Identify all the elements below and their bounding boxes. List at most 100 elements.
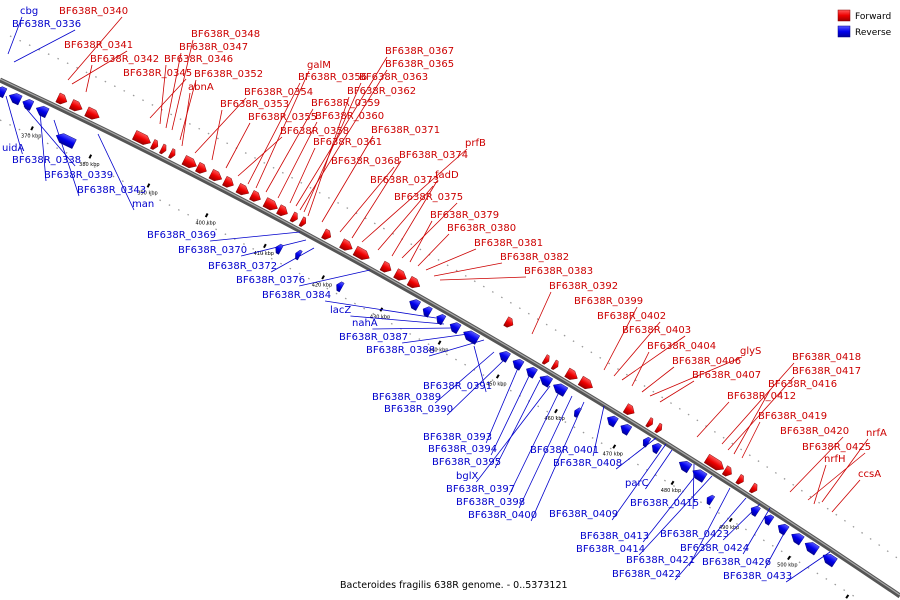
forward-gene-label-bf638r-0365[interactable]: BF638R_0365 — [385, 59, 454, 70]
forward-gene-15[interactable] — [276, 204, 290, 219]
reverse-gene-label-parc[interactable]: parC — [625, 478, 649, 489]
reverse-gene-1[interactable] — [0, 85, 8, 99]
forward-gene-label-bf638r-0342[interactable]: BF638R_0342 — [90, 54, 159, 65]
reverse-gene-9[interactable] — [407, 297, 422, 311]
forward-gene-24[interactable] — [503, 316, 516, 330]
forward-gene-label-bf638r-0403[interactable]: BF638R_0403 — [622, 325, 691, 336]
reverse-gene-label-bf638r-0393[interactable]: BF638R_0393 — [423, 432, 492, 443]
forward-gene-label-bf638r-0406[interactable]: BF638R_0406 — [672, 356, 741, 367]
reverse-gene-29[interactable] — [775, 521, 790, 536]
reverse-gene-10[interactable] — [421, 305, 433, 318]
reverse-gene-label-bf638r-0394[interactable]: BF638R_0394 — [428, 444, 497, 455]
forward-gene-5[interactable] — [150, 139, 160, 151]
reverse-gene-label-bf638r-0424[interactable]: BF638R_0424 — [680, 543, 749, 554]
reverse-gene-17[interactable] — [537, 373, 554, 388]
forward-gene-label-bf638r-0346[interactable]: BF638R_0346 — [164, 54, 233, 65]
reverse-gene-12[interactable] — [448, 320, 462, 334]
forward-gene-16[interactable] — [289, 211, 300, 224]
forward-gene-6[interactable] — [159, 143, 168, 155]
forward-gene-label-bf638r-0399[interactable]: BF638R_0399 — [574, 296, 643, 307]
forward-gene-label-bf638r-0392[interactable]: BF638R_0392 — [549, 281, 618, 292]
reverse-gene-label-bf638r-0426[interactable]: BF638R_0426 — [702, 557, 771, 568]
forward-gene-label-bf638r-0348[interactable]: BF638R_0348 — [191, 29, 260, 40]
reverse-gene-label-bf638r-0336[interactable]: BF638R_0336 — [12, 19, 81, 30]
forward-gene-23[interactable] — [406, 275, 422, 291]
forward-gene-label-bf638r-0358[interactable]: BF638R_0358 — [280, 126, 349, 137]
forward-gene-label-bf638r-0374[interactable]: BF638R_0374 — [399, 150, 468, 161]
forward-gene-label-bf638r-0418[interactable]: BF638R_0418 — [792, 352, 861, 363]
forward-gene-label-bf638r-0363[interactable]: BF638R_0363 — [359, 72, 428, 83]
forward-gene-27[interactable] — [564, 367, 580, 383]
forward-gene-label-bf638r-0407[interactable]: BF638R_0407 — [692, 370, 761, 381]
reverse-gene-26[interactable] — [704, 493, 716, 506]
forward-gene-label-fadd[interactable]: fadD — [435, 170, 459, 181]
reverse-gene-label-bf638r-0338[interactable]: BF638R_0338 — [12, 155, 81, 166]
forward-gene-label-bf638r-0360[interactable]: BF638R_0360 — [315, 111, 384, 122]
forward-gene-label-nrfa[interactable]: nrfA — [866, 428, 887, 439]
reverse-gene-25[interactable] — [690, 467, 708, 483]
reverse-gene-label-bf638r-0401[interactable]: BF638R_0401 — [530, 445, 599, 456]
forward-gene-label-bf638r-0425[interactable]: BF638R_0425 — [802, 442, 871, 453]
reverse-gene-label-uida[interactable]: uidA — [2, 143, 24, 154]
forward-gene-19[interactable] — [339, 238, 354, 254]
forward-gene-35[interactable] — [748, 482, 759, 495]
forward-gene-label-bf638r-0375[interactable]: BF638R_0375 — [394, 192, 463, 203]
forward-gene-label-bf638r-0382[interactable]: BF638R_0382 — [500, 252, 569, 263]
forward-gene-13[interactable] — [249, 190, 263, 204]
reverse-gene-20[interactable] — [605, 413, 619, 428]
reverse-gene-7[interactable] — [293, 249, 303, 261]
reverse-gene-11[interactable] — [434, 312, 447, 326]
reverse-gene-2[interactable] — [7, 91, 23, 106]
forward-gene-28[interactable] — [577, 375, 595, 392]
reverse-gene-22[interactable] — [641, 436, 652, 448]
reverse-gene-label-bf638r-0343[interactable]: BF638R_0343 — [77, 185, 146, 196]
reverse-gene-23[interactable] — [650, 441, 662, 455]
reverse-gene-label-bf638r-0422[interactable]: BF638R_0422 — [612, 569, 681, 580]
forward-gene-label-bf638r-0355[interactable]: BF638R_0355 — [248, 112, 317, 123]
forward-gene-label-bf638r-0416[interactable]: BF638R_0416 — [768, 379, 837, 390]
forward-gene-label-bf638r-0402[interactable]: BF638R_0402 — [597, 311, 666, 322]
forward-gene-label-bf638r-0359[interactable]: BF638R_0359 — [311, 98, 380, 109]
forward-gene-label-bf638r-0383[interactable]: BF638R_0383 — [524, 266, 593, 277]
forward-gene-20[interactable] — [352, 245, 372, 262]
forward-gene-12[interactable] — [235, 183, 251, 197]
forward-gene-label-bf638r-0354[interactable]: BF638R_0354 — [244, 87, 313, 98]
reverse-gene-label-bf638r-0423[interactable]: BF638R_0423 — [660, 529, 729, 540]
reverse-gene-label-man[interactable]: man — [132, 199, 154, 210]
reverse-gene-label-bglx[interactable]: bglX — [456, 471, 478, 482]
reverse-gene-label-bf638r-0408[interactable]: BF638R_0408 — [553, 458, 622, 469]
forward-gene-1[interactable] — [55, 92, 69, 106]
forward-gene-label-bf638r-0404[interactable]: BF638R_0404 — [647, 341, 716, 352]
forward-gene-label-bf638r-0419[interactable]: BF638R_0419 — [758, 411, 827, 422]
forward-gene-31[interactable] — [654, 422, 665, 434]
reverse-gene-19[interactable] — [572, 406, 582, 418]
forward-gene-29[interactable] — [622, 403, 637, 418]
forward-gene-25[interactable] — [541, 354, 551, 366]
reverse-gene-6[interactable] — [273, 243, 284, 255]
reverse-gene-27[interactable] — [748, 504, 761, 517]
forward-gene-label-bf638r-0356[interactable]: BF638R_0356 — [298, 72, 367, 83]
reverse-gene-label-bf638r-0384[interactable]: BF638R_0384 — [262, 290, 331, 301]
forward-gene-2[interactable] — [68, 99, 84, 113]
reverse-gene-label-bf638r-0421[interactable]: BF638R_0421 — [626, 555, 695, 566]
forward-gene-label-bf638r-0361[interactable]: BF638R_0361 — [313, 137, 382, 148]
forward-gene-label-bf638r-0362[interactable]: BF638R_0362 — [347, 86, 416, 97]
forward-gene-label-bf638r-0373[interactable]: BF638R_0373 — [370, 175, 439, 186]
reverse-gene-5[interactable] — [54, 131, 77, 149]
reverse-gene-21[interactable] — [618, 422, 633, 436]
forward-gene-7[interactable] — [168, 148, 177, 159]
forward-gene-label-bf638r-0368[interactable]: BF638R_0368 — [331, 156, 400, 167]
reverse-gene-label-bf638r-0390[interactable]: BF638R_0390 — [384, 404, 453, 415]
forward-gene-label-prfb[interactable]: prfB — [465, 138, 486, 149]
reverse-gene-3[interactable] — [21, 97, 35, 111]
forward-gene-11[interactable] — [222, 175, 235, 189]
forward-gene-label-nrfh[interactable]: nrfH — [824, 454, 846, 465]
reverse-gene-24[interactable] — [677, 458, 693, 474]
reverse-gene-label-bf638r-0370[interactable]: BF638R_0370 — [178, 245, 247, 256]
reverse-gene-label-lacz[interactable]: lacZ — [330, 305, 351, 316]
reverse-gene-label-bf638r-0397[interactable]: BF638R_0397 — [446, 484, 515, 495]
forward-gene-14[interactable] — [262, 197, 280, 212]
forward-gene-label-bf638r-0347[interactable]: BF638R_0347 — [179, 42, 248, 53]
reverse-gene-label-bf638r-0372[interactable]: BF638R_0372 — [208, 261, 277, 272]
reverse-gene-label-bf638r-0387[interactable]: BF638R_0387 — [339, 332, 408, 343]
